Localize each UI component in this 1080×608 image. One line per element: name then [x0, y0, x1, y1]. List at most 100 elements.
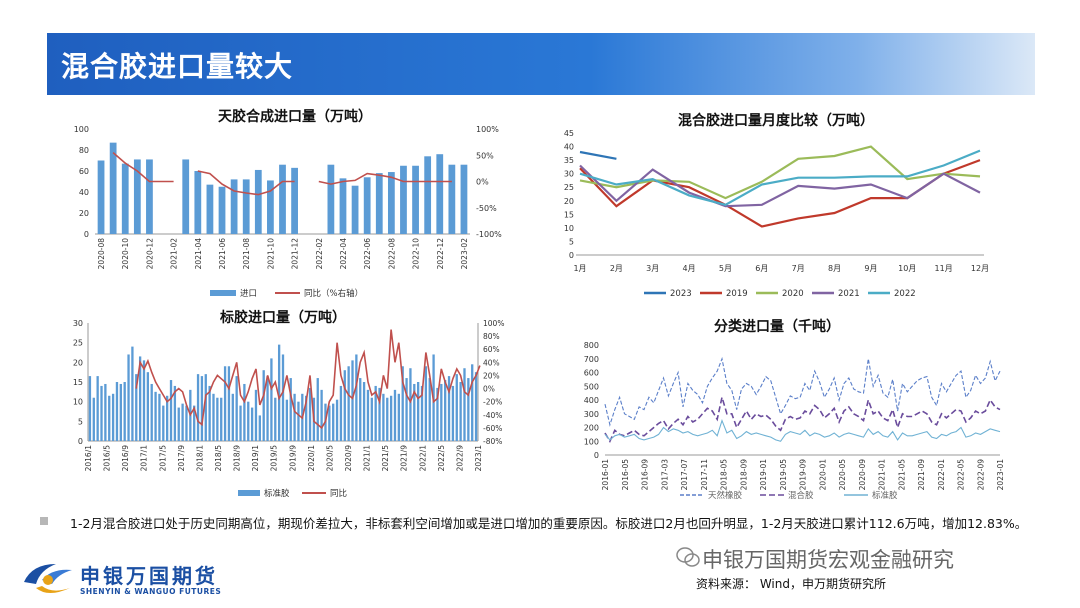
bar	[223, 366, 227, 441]
bar	[239, 405, 242, 441]
bar	[339, 178, 347, 234]
legend-label: 同比（%右轴）	[304, 288, 363, 299]
x-tick-label: 2021-05	[897, 459, 906, 491]
bar	[281, 354, 285, 441]
bar	[366, 389, 370, 441]
x-tick-label: 2022-08	[387, 238, 396, 270]
x-tick-label: 2017/9	[177, 445, 186, 472]
series-line	[135, 329, 481, 430]
y2-tick-label: 100%	[483, 319, 504, 328]
bar	[413, 383, 416, 441]
chart-classified: 0 100 200 300 400 500 600 700 800 2016-01 2016-05 2…	[584, 341, 1005, 501]
y-tick-label: 30	[73, 319, 83, 328]
bar	[109, 142, 117, 234]
bar	[166, 395, 169, 441]
chart-panel-mixed-monthly: 混合胶进口量月度比较（万吨） 0 5 10 15 20 25 30 35 40 45 1月 2月 3月 4…	[560, 104, 1030, 304]
y2-tick-label: -40%	[483, 411, 502, 420]
bar	[451, 385, 455, 441]
legend-label: 进口	[240, 289, 257, 299]
legend-label: 标准胶	[264, 488, 290, 499]
bar	[150, 383, 153, 441]
bar	[289, 378, 292, 441]
bar	[444, 380, 447, 441]
bar	[420, 385, 424, 441]
bar	[305, 395, 308, 441]
bar	[196, 374, 200, 441]
data-source: 资料来源： Wind，申万期货研究所	[696, 577, 886, 591]
bar	[146, 372, 150, 441]
bar	[258, 415, 261, 441]
x-tick-label: 2023-02	[460, 238, 469, 270]
bar	[216, 397, 219, 441]
bar	[436, 154, 444, 234]
bar	[135, 374, 138, 441]
x-tick-label: 2017/5	[158, 445, 167, 472]
bar	[231, 393, 234, 441]
chart-natural-rubber: 0 20 40 60 80 100 100% 50% 0% -50% -100% 2020-08 202…	[74, 125, 502, 299]
x-tick-label: 9月	[864, 264, 877, 273]
x-tick-label: 2019-05	[779, 459, 788, 491]
x-tick-label: 2019/9	[288, 445, 297, 472]
y-tick-label: 600	[584, 369, 599, 378]
x-tick-label: 2019/1	[251, 445, 260, 472]
bar	[115, 382, 119, 441]
x-tick-label: 2016-05	[621, 459, 630, 491]
page-title: 混合胶进口量较大	[61, 50, 294, 83]
legend-swatch	[210, 290, 236, 296]
bar	[351, 185, 359, 234]
bar	[182, 159, 190, 234]
x-tick-label: 2018-05	[720, 459, 729, 491]
bar	[308, 387, 312, 441]
y2-tick-label: 60%	[483, 345, 500, 354]
bar	[393, 389, 397, 441]
bar	[316, 378, 319, 441]
chart-panel-classified: 分类进口量（千吨） 0 100 200 300 400 500 600 700 800 2016-…	[560, 312, 1030, 507]
x-tick-label: 5月	[719, 264, 732, 273]
series-line	[579, 164, 981, 208]
bar	[158, 393, 161, 441]
x-tick-label: 1月	[573, 264, 586, 273]
x-tick-label: 2021-04	[194, 238, 203, 270]
series-line	[579, 150, 617, 160]
y2-tick-label: 100%	[476, 125, 499, 134]
x-tick-label: 2017-11	[700, 459, 709, 491]
bar	[96, 376, 99, 441]
legend-label: 2021	[838, 289, 860, 299]
series-line	[579, 149, 981, 206]
y-tick-label: 100	[74, 125, 89, 134]
bar	[448, 164, 456, 234]
bar	[471, 364, 474, 441]
bar	[297, 401, 300, 441]
y-tick-label: 25	[73, 339, 83, 348]
x-tick-label: 2020-09	[858, 459, 867, 491]
y2-tick-label: -80%	[483, 437, 502, 446]
x-tick-label: 2020/1	[307, 445, 316, 472]
bar	[119, 383, 122, 441]
bar	[343, 370, 346, 441]
x-tick-label: 2021-12	[291, 238, 300, 270]
x-tick-label: 2月	[610, 264, 623, 273]
bar	[359, 378, 362, 441]
bar	[467, 378, 470, 441]
bar	[88, 376, 92, 441]
x-tick-label: 2021-01	[878, 459, 887, 491]
bar	[387, 172, 395, 234]
bar	[436, 387, 439, 441]
x-tick-label: 2021-10	[266, 238, 275, 270]
x-tick-label: 2017-07	[680, 459, 689, 491]
x-tick-label: 8月	[828, 264, 841, 273]
bar	[277, 344, 281, 441]
bar	[138, 356, 142, 441]
bar	[100, 385, 103, 441]
logo-mark-icon	[24, 564, 72, 593]
bar	[459, 382, 462, 441]
bar	[291, 167, 298, 234]
x-tick-label: 2020/9	[344, 445, 353, 472]
y-tick-label: 20	[79, 209, 89, 218]
x-tick-label: 2016/9	[121, 445, 130, 472]
bar	[412, 165, 419, 234]
bar	[142, 360, 146, 441]
chart-title: 分类进口量（千吨）	[714, 319, 840, 335]
y-tick-label: 80	[79, 146, 89, 155]
bar	[266, 376, 269, 441]
